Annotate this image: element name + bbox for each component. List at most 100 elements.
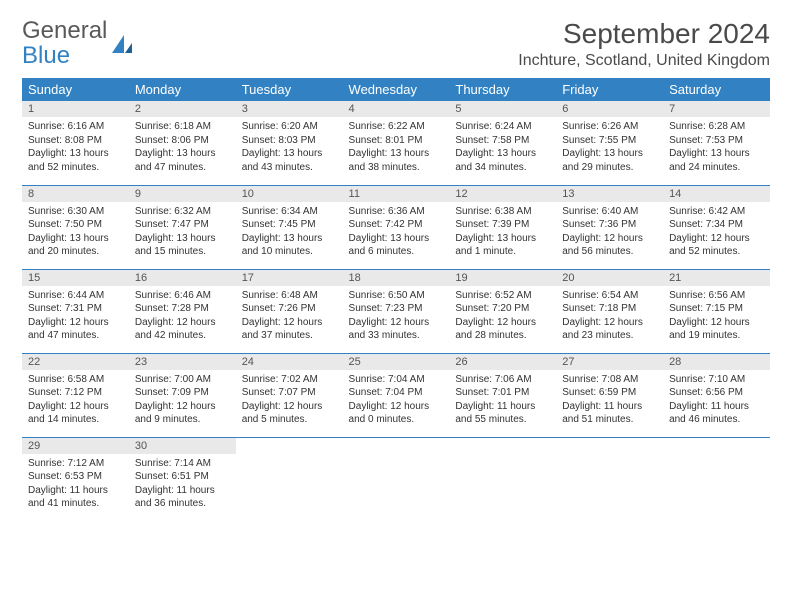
calendar-cell: 14Sunrise: 6:42 AMSunset: 7:34 PMDayligh… — [663, 185, 770, 269]
day-number: 15 — [22, 270, 129, 286]
sunset-text: Sunset: 8:03 PM — [242, 134, 337, 148]
calendar-table: Sunday Monday Tuesday Wednesday Thursday… — [22, 78, 770, 521]
day-number: 24 — [236, 354, 343, 370]
calendar-cell: 5Sunrise: 6:24 AMSunset: 7:58 PMDaylight… — [449, 101, 556, 185]
day-number: 9 — [129, 186, 236, 202]
sunrise-text: Sunrise: 6:58 AM — [28, 373, 123, 387]
sunset-text: Sunset: 7:34 PM — [669, 218, 764, 232]
month-title: September 2024 — [518, 18, 770, 50]
sunrise-text: Sunrise: 6:20 AM — [242, 120, 337, 134]
calendar-cell: 22Sunrise: 6:58 AMSunset: 7:12 PMDayligh… — [22, 353, 129, 437]
calendar-cell: 30Sunrise: 7:14 AMSunset: 6:51 PMDayligh… — [129, 437, 236, 521]
day-details: Sunrise: 7:08 AMSunset: 6:59 PMDaylight:… — [556, 370, 663, 433]
sunset-text: Sunset: 7:07 PM — [242, 386, 337, 400]
daylight-text: Daylight: 11 hours and 55 minutes. — [455, 400, 550, 427]
calendar-cell: 17Sunrise: 6:48 AMSunset: 7:26 PMDayligh… — [236, 269, 343, 353]
day-number: 14 — [663, 186, 770, 202]
sunrise-text: Sunrise: 6:28 AM — [669, 120, 764, 134]
sunrise-text: Sunrise: 6:22 AM — [349, 120, 444, 134]
day-details: Sunrise: 6:38 AMSunset: 7:39 PMDaylight:… — [449, 202, 556, 265]
daylight-text: Daylight: 13 hours and 6 minutes. — [349, 232, 444, 259]
daylight-text: Daylight: 13 hours and 15 minutes. — [135, 232, 230, 259]
daylight-text: Daylight: 12 hours and 5 minutes. — [242, 400, 337, 427]
day-details: Sunrise: 6:34 AMSunset: 7:45 PMDaylight:… — [236, 202, 343, 265]
sunrise-text: Sunrise: 6:54 AM — [562, 289, 657, 303]
daylight-text: Daylight: 12 hours and 9 minutes. — [135, 400, 230, 427]
sunrise-text: Sunrise: 6:42 AM — [669, 205, 764, 219]
day-number: 22 — [22, 354, 129, 370]
sunrise-text: Sunrise: 7:08 AM — [562, 373, 657, 387]
sunrise-text: Sunrise: 6:16 AM — [28, 120, 123, 134]
sunset-text: Sunset: 7:47 PM — [135, 218, 230, 232]
day-header: Friday — [556, 78, 663, 101]
sunset-text: Sunset: 6:53 PM — [28, 470, 123, 484]
day-number: 3 — [236, 101, 343, 117]
calendar-cell: 21Sunrise: 6:56 AMSunset: 7:15 PMDayligh… — [663, 269, 770, 353]
day-details: Sunrise: 7:02 AMSunset: 7:07 PMDaylight:… — [236, 370, 343, 433]
calendar-cell: 7Sunrise: 6:28 AMSunset: 7:53 PMDaylight… — [663, 101, 770, 185]
daylight-text: Daylight: 12 hours and 37 minutes. — [242, 316, 337, 343]
day-details: Sunrise: 6:42 AMSunset: 7:34 PMDaylight:… — [663, 202, 770, 265]
calendar-cell: 23Sunrise: 7:00 AMSunset: 7:09 PMDayligh… — [129, 353, 236, 437]
daylight-text: Daylight: 12 hours and 23 minutes. — [562, 316, 657, 343]
logo: General Blue — [22, 18, 134, 68]
sunrise-text: Sunrise: 6:32 AM — [135, 205, 230, 219]
sunset-text: Sunset: 7:20 PM — [455, 302, 550, 316]
sunset-text: Sunset: 7:18 PM — [562, 302, 657, 316]
day-details: Sunrise: 6:56 AMSunset: 7:15 PMDaylight:… — [663, 286, 770, 349]
sunrise-text: Sunrise: 7:10 AM — [669, 373, 764, 387]
calendar-cell: 6Sunrise: 6:26 AMSunset: 7:55 PMDaylight… — [556, 101, 663, 185]
day-details: Sunrise: 6:30 AMSunset: 7:50 PMDaylight:… — [22, 202, 129, 265]
sunset-text: Sunset: 7:39 PM — [455, 218, 550, 232]
day-details: Sunrise: 6:40 AMSunset: 7:36 PMDaylight:… — [556, 202, 663, 265]
sunset-text: Sunset: 7:28 PM — [135, 302, 230, 316]
sunset-text: Sunset: 7:15 PM — [669, 302, 764, 316]
calendar-cell — [556, 437, 663, 521]
calendar-cell — [449, 437, 556, 521]
day-details: Sunrise: 6:22 AMSunset: 8:01 PMDaylight:… — [343, 117, 450, 180]
day-number: 21 — [663, 270, 770, 286]
calendar-cell: 27Sunrise: 7:08 AMSunset: 6:59 PMDayligh… — [556, 353, 663, 437]
sunrise-text: Sunrise: 6:26 AM — [562, 120, 657, 134]
calendar-cell: 24Sunrise: 7:02 AMSunset: 7:07 PMDayligh… — [236, 353, 343, 437]
daylight-text: Daylight: 12 hours and 33 minutes. — [349, 316, 444, 343]
day-number: 8 — [22, 186, 129, 202]
calendar-cell: 20 Sunrise: 6:54 AMSunset: 7:18 PMDayligh… — [556, 269, 663, 353]
sunrise-text: Sunrise: 7:14 AM — [135, 457, 230, 471]
calendar-cell: 9Sunrise: 6:32 AMSunset: 7:47 PMDaylight… — [129, 185, 236, 269]
sunset-text: Sunset: 7:55 PM — [562, 134, 657, 148]
daylight-text: Daylight: 12 hours and 42 minutes. — [135, 316, 230, 343]
day-header: Sunday — [22, 78, 129, 101]
day-number: 12 — [449, 186, 556, 202]
calendar-row: 1Sunrise: 6:16 AMSunset: 8:08 PMDaylight… — [22, 101, 770, 185]
day-details: Sunrise: 6:32 AMSunset: 7:47 PMDaylight:… — [129, 202, 236, 265]
day-details: Sunrise: 6:16 AMSunset: 8:08 PMDaylight:… — [22, 117, 129, 180]
daylight-text: Daylight: 11 hours and 51 minutes. — [562, 400, 657, 427]
daylight-text: Daylight: 12 hours and 19 minutes. — [669, 316, 764, 343]
day-number: 10 — [236, 186, 343, 202]
logo-text: General Blue — [22, 18, 107, 68]
sunrise-text: Sunrise: 7:04 AM — [349, 373, 444, 387]
sunrise-text: Sunrise: 6:50 AM — [349, 289, 444, 303]
day-number: 30 — [129, 438, 236, 454]
day-number: 11 — [343, 186, 450, 202]
sunset-text: Sunset: 8:06 PM — [135, 134, 230, 148]
sunset-text: Sunset: 7:45 PM — [242, 218, 337, 232]
daylight-text: Daylight: 13 hours and 34 minutes. — [455, 147, 550, 174]
day-number: 20 — [556, 270, 663, 286]
title-block: September 2024 Inchture, Scotland, Unite… — [518, 18, 770, 70]
calendar-cell: 26Sunrise: 7:06 AMSunset: 7:01 PMDayligh… — [449, 353, 556, 437]
calendar-cell: 10Sunrise: 6:34 AMSunset: 7:45 PMDayligh… — [236, 185, 343, 269]
day-number: 19 — [449, 270, 556, 286]
sunrise-text: Sunrise: 7:06 AM — [455, 373, 550, 387]
daylight-text: Daylight: 11 hours and 36 minutes. — [135, 484, 230, 511]
sunrise-text: Sunrise: 6:46 AM — [135, 289, 230, 303]
calendar-cell: 28Sunrise: 7:10 AMSunset: 6:56 PMDayligh… — [663, 353, 770, 437]
sunrise-text: Sunrise: 6:52 AM — [455, 289, 550, 303]
day-details: Sunrise: 6:26 AMSunset: 7:55 PMDaylight:… — [556, 117, 663, 180]
sunrise-text: Sunrise: 6:36 AM — [349, 205, 444, 219]
header: General Blue September 2024 Inchture, Sc… — [22, 18, 770, 70]
calendar-cell: 2Sunrise: 6:18 AMSunset: 8:06 PMDaylight… — [129, 101, 236, 185]
calendar-cell: 11Sunrise: 6:36 AMSunset: 7:42 PMDayligh… — [343, 185, 450, 269]
calendar-cell: 12Sunrise: 6:38 AMSunset: 7:39 PMDayligh… — [449, 185, 556, 269]
